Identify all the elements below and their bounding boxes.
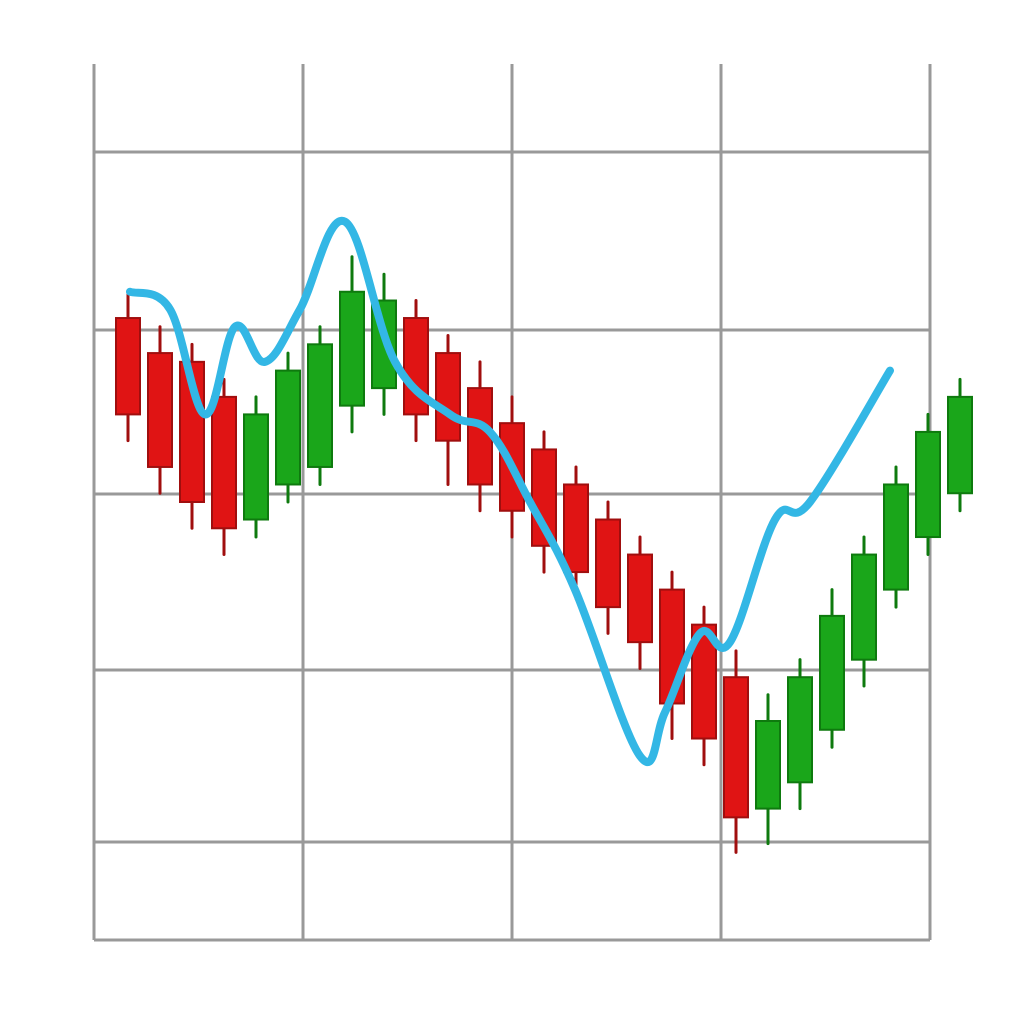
candlestick-series [116, 257, 972, 853]
candlestick-chart [0, 0, 1024, 1024]
